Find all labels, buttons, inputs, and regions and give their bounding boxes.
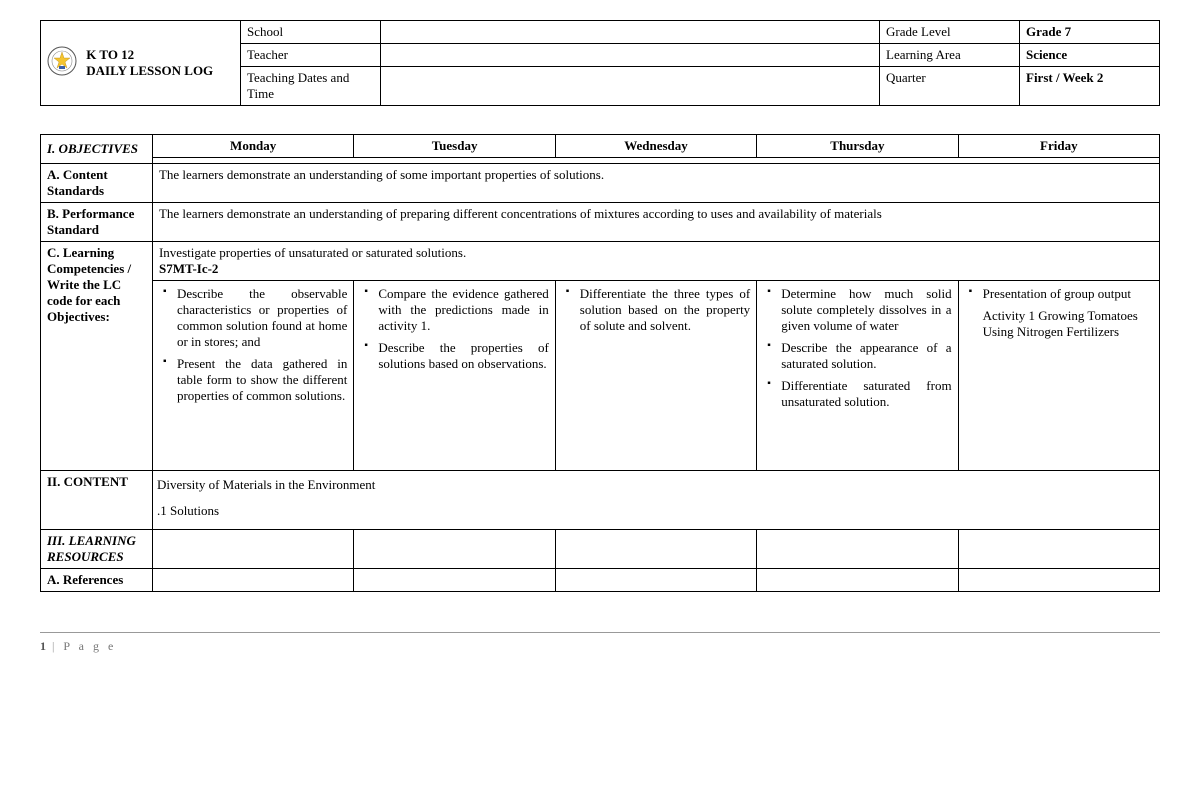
title-line1: K TO 12 <box>86 47 134 62</box>
competencies-top-line: Investigate properties of unsaturated or… <box>159 245 466 260</box>
day-monday: Monday <box>152 135 353 158</box>
text-content-standards: The learners demonstrate an understandin… <box>152 164 1159 203</box>
references-tue <box>354 569 555 592</box>
references-mon <box>152 569 353 592</box>
label-competencies: C. Learning Competencies / Write the LC … <box>41 242 153 471</box>
label-content-standards: A. Content Standards <box>41 164 153 203</box>
mon-item: Present the data gathered in table form … <box>163 356 347 404</box>
value-school <box>381 21 880 44</box>
resources-fri <box>958 530 1159 569</box>
label-school: School <box>241 21 381 44</box>
thu-item: Describe the appearance of a saturated s… <box>767 340 951 372</box>
label-resources: III. LEARNING RESOURCES <box>41 530 153 569</box>
label-quarter: Quarter <box>880 67 1020 106</box>
references-thu <box>757 569 958 592</box>
day-wednesday: Wednesday <box>555 135 756 158</box>
fri-extra: Activity 1 Growing Tomatoes Using Nitrog… <box>965 308 1153 340</box>
title-line2: DAILY LESSON LOG <box>86 63 213 78</box>
text-performance-standard: The learners demonstrate an understandin… <box>152 203 1159 242</box>
cell-thursday: Determine how much solid solute complete… <box>757 281 958 471</box>
references-wed <box>555 569 756 592</box>
tue-item: Describe the properties of solutions bas… <box>364 340 548 372</box>
value-learning-area: Science <box>1020 44 1160 67</box>
label-learning-area: Learning Area <box>880 44 1020 67</box>
wed-item: Differentiate the three types of solutio… <box>566 286 750 334</box>
label-references: A. References <box>41 569 153 592</box>
resources-tue <box>354 530 555 569</box>
cell-friday: Presentation of group output Activity 1 … <box>958 281 1159 471</box>
mon-item: Describe the observable characteristics … <box>163 286 347 350</box>
page-number: 1 <box>40 639 46 653</box>
content-line2: .1 Solutions <box>157 503 1155 519</box>
label-performance-standard: B. Performance Standard <box>41 203 153 242</box>
cell-monday: Describe the observable characteristics … <box>152 281 353 471</box>
day-friday: Friday <box>958 135 1159 158</box>
resources-wed <box>555 530 756 569</box>
tue-item: Compare the evidence gathered with the p… <box>364 286 548 334</box>
day-thursday: Thursday <box>757 135 958 158</box>
header-table: K TO 12 DAILY LESSON LOG School Grade Le… <box>40 20 1160 106</box>
references-fri <box>958 569 1159 592</box>
resources-mon <box>152 530 353 569</box>
competencies-top: Investigate properties of unsaturated or… <box>152 242 1159 281</box>
label-content: II. CONTENT <box>41 471 153 530</box>
label-grade-level: Grade Level <box>880 21 1020 44</box>
deped-logo <box>47 46 77 80</box>
document-title-cell: K TO 12 DAILY LESSON LOG <box>41 21 241 106</box>
value-grade-level: Grade 7 <box>1020 21 1160 44</box>
value-dates <box>381 67 880 106</box>
day-tuesday: Tuesday <box>354 135 555 158</box>
label-teacher: Teacher <box>241 44 381 67</box>
thu-item: Determine how much solid solute complete… <box>767 286 951 334</box>
competencies-code: S7MT-Ic-2 <box>159 261 218 276</box>
fri-item: Presentation of group output <box>969 286 1153 302</box>
cell-tuesday: Compare the evidence gathered with the p… <box>354 281 555 471</box>
cell-wednesday: Differentiate the three types of solutio… <box>555 281 756 471</box>
section-objectives: I. OBJECTIVES <box>41 135 153 164</box>
label-dates: Teaching Dates and Time <box>241 67 381 106</box>
value-quarter: First / Week 2 <box>1020 67 1160 106</box>
thu-item: Differentiate saturated from unsaturated… <box>767 378 951 410</box>
resources-thu <box>757 530 958 569</box>
page-word: P a g e <box>63 639 116 653</box>
value-teacher <box>381 44 880 67</box>
page-footer: 1 | P a g e <box>40 632 1160 654</box>
content-line1: Diversity of Materials in the Environmen… <box>157 477 1155 493</box>
main-table: I. OBJECTIVES Monday Tuesday Wednesday T… <box>40 134 1160 592</box>
content-cell: Diversity of Materials in the Environmen… <box>152 471 1159 530</box>
